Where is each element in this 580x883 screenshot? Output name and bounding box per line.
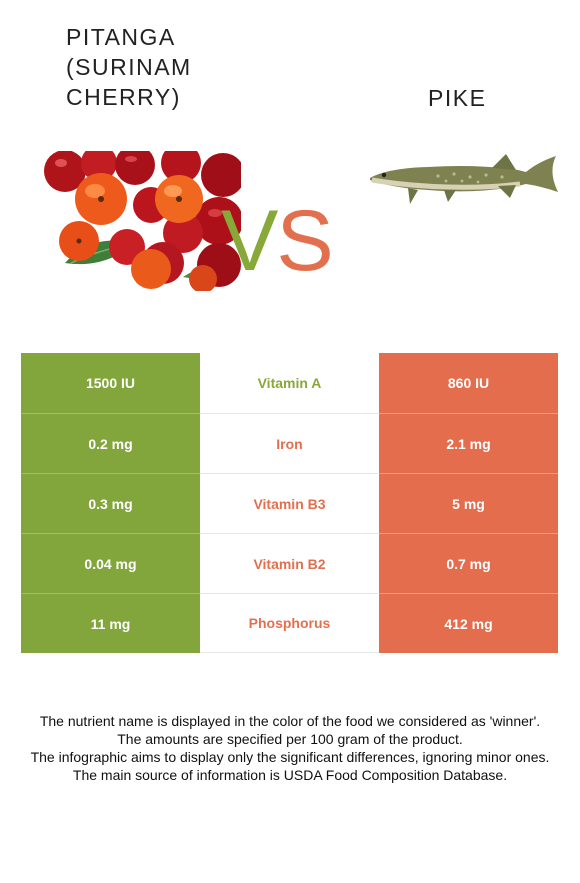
- right-value: 2.1 mg: [379, 413, 558, 473]
- right-value: 860 IU: [379, 353, 558, 413]
- nutrient-name: Vitamin B3: [200, 473, 379, 533]
- comparison-table: 1500 IU Vitamin A 860 IU 0.2 mg Iron 2.1 mg 0.…: [21, 353, 558, 653]
- right-value: 0.7 mg: [379, 533, 558, 593]
- left-value: 1500 IU: [21, 353, 200, 413]
- right-food-title: PIKE: [428, 85, 487, 111]
- right-value: 5 mg: [379, 473, 558, 533]
- nutrient-name: Vitamin A: [200, 353, 379, 413]
- nutrient-name: Phosphorus: [200, 593, 379, 653]
- footnote-line: The nutrient name is displayed in the co…: [39, 713, 541, 729]
- pike-fish-image: [370, 154, 558, 204]
- table-row: 0.04 mg Vitamin B2 0.7 mg: [21, 533, 558, 593]
- left-value: 0.3 mg: [21, 473, 200, 533]
- pitanga-image: [44, 151, 241, 291]
- table-row: 0.3 mg Vitamin B3 5 mg: [21, 473, 558, 533]
- vs-v-letter: V: [221, 193, 278, 289]
- footnote-line: The amounts are specified per 100 gram o…: [117, 731, 463, 747]
- left-food-title: PITANGA (SURINAM CHERRY): [66, 24, 192, 110]
- vs-s-letter: S: [276, 193, 333, 289]
- footnote: The nutrient name is displayed in the co…: [20, 712, 560, 784]
- left-value: 0.04 mg: [21, 533, 200, 593]
- nutrient-name: Iron: [200, 413, 379, 473]
- vs-label: VS: [221, 193, 334, 289]
- left-value: 0.2 mg: [21, 413, 200, 473]
- footnote-line: The main source of information is USDA F…: [72, 767, 508, 783]
- table-row: 1500 IU Vitamin A 860 IU: [21, 353, 558, 413]
- footnote-line: The infographic aims to display only the…: [30, 749, 550, 765]
- left-value: 11 mg: [21, 593, 200, 653]
- table-row: 0.2 mg Iron 2.1 mg: [21, 413, 558, 473]
- table-row: 11 mg Phosphorus 412 mg: [21, 593, 558, 653]
- nutrient-name: Vitamin B2: [200, 533, 379, 593]
- right-value: 412 mg: [379, 593, 558, 653]
